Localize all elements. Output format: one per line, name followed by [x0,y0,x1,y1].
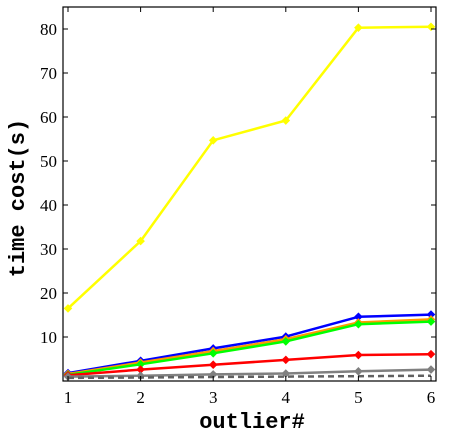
x-tick-label: 2 [136,388,145,407]
series-1-point [281,116,291,125]
series-1 [63,22,436,313]
series-5-line [67,352,432,377]
plot-border [62,6,437,382]
series-1-line [67,25,432,310]
series-1-point [208,136,218,145]
tick-layer: 10 20 30 40 50 60 70 80 1 2 3 4 5 6 [40,7,436,407]
y-tick-label: 20 [40,284,57,303]
series-7-line [67,374,432,380]
series-1-point [63,304,73,313]
x-tick-label: 6 [427,388,436,407]
y-tick-label: 30 [40,240,57,259]
series-6-line [67,368,432,378]
series-layer [63,22,436,381]
plot-frame [62,6,437,382]
y-tick-label: 80 [40,20,57,39]
series-5-point [281,355,291,365]
x-tick-label: 5 [354,388,363,407]
y-tick-label: 50 [40,152,57,171]
series-7 [67,374,432,380]
series-4-point [281,337,291,346]
series-5-point [354,350,363,360]
y-tick-label: 70 [40,64,57,83]
series-6 [63,365,436,381]
series-4-point [208,348,218,358]
y-axis-label: time cost(s) [6,119,31,277]
series-1-point [354,23,363,32]
series-2-line [67,313,432,375]
series-6-point [426,365,436,374]
series-6-point [354,367,363,376]
y-tick-label: 60 [40,108,57,127]
x-tick-label: 3 [209,388,218,407]
series-5-point [208,360,218,370]
x-tick-label: 4 [282,388,291,407]
series-1-point [136,236,145,246]
x-tick-label: 1 [64,388,73,407]
series-5-point [426,349,436,359]
series-4-line [67,320,432,377]
x-axis-label: outlier# [199,410,305,435]
series-4 [63,317,436,380]
series-3-line [67,318,432,376]
series-4-point [426,317,436,326]
y-tick-label: 10 [40,328,57,347]
y-tick-label: 40 [40,196,57,215]
series-4-point [354,319,363,329]
